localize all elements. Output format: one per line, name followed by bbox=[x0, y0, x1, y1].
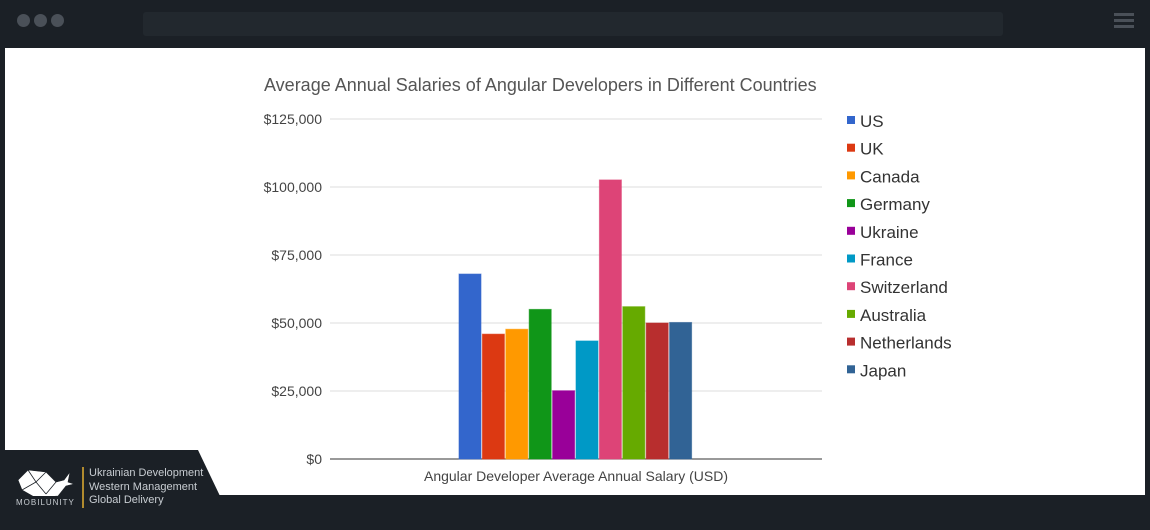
legend-label: UK bbox=[860, 140, 884, 159]
y-tick-label: $75,000 bbox=[271, 247, 322, 263]
bar-canada[interactable] bbox=[505, 328, 529, 460]
legend-label: France bbox=[860, 251, 913, 270]
y-tick-label: $100,000 bbox=[264, 179, 323, 195]
legend-label: Canada bbox=[860, 167, 920, 186]
window-maximize-button[interactable] bbox=[51, 14, 64, 27]
bar-ukraine[interactable] bbox=[552, 390, 576, 460]
brand-name: MOBILUNITY bbox=[16, 498, 75, 507]
legend-label: Japan bbox=[860, 361, 906, 380]
chart-title: Average Annual Salaries of Angular Devel… bbox=[264, 75, 817, 95]
legend-label: Switzerland bbox=[860, 278, 948, 297]
legend-label: Germany bbox=[860, 195, 930, 214]
window-minimize-button[interactable] bbox=[34, 14, 47, 27]
legend-swatch bbox=[847, 143, 855, 152]
legend-label: Australia bbox=[860, 306, 927, 325]
address-bar[interactable] bbox=[143, 12, 1003, 36]
bar-germany[interactable] bbox=[528, 308, 552, 460]
legend-swatch bbox=[847, 171, 855, 180]
legend-swatch bbox=[847, 226, 855, 235]
legend-swatch bbox=[847, 254, 855, 263]
legend-label: Netherlands bbox=[860, 334, 952, 353]
legend-label: US bbox=[860, 112, 884, 131]
mobilunity-logo-banner bbox=[0, 450, 220, 496]
bar-australia[interactable] bbox=[622, 306, 646, 460]
whale-logo-icon bbox=[17, 469, 76, 496]
y-tick-label: $125,000 bbox=[264, 111, 323, 127]
bar-netherlands[interactable] bbox=[645, 322, 669, 460]
legend-swatch bbox=[847, 116, 855, 124]
tagline-line: Western Management bbox=[89, 480, 198, 493]
legend-label: Ukraine bbox=[860, 223, 919, 242]
x-axis-label: Angular Developer Average Annual Salary … bbox=[424, 468, 728, 484]
hamburger-menu-icon[interactable] bbox=[1114, 13, 1134, 29]
bar-japan[interactable] bbox=[669, 321, 693, 460]
bar-us[interactable] bbox=[458, 273, 482, 460]
window-close-button[interactable] bbox=[17, 14, 30, 27]
bar-uk[interactable] bbox=[481, 333, 505, 460]
y-tick-label: $0 bbox=[306, 451, 322, 467]
legend-swatch bbox=[847, 282, 855, 291]
window-titlebar bbox=[0, 0, 1150, 47]
y-tick-label: $50,000 bbox=[271, 315, 322, 331]
y-tick-label: $25,000 bbox=[271, 383, 322, 399]
legend-swatch bbox=[847, 337, 855, 346]
bar-france[interactable] bbox=[575, 340, 599, 460]
tagline: Ukrainian Development Western Management… bbox=[82, 467, 203, 508]
legend-swatch bbox=[847, 199, 855, 208]
legend-swatch bbox=[847, 365, 855, 374]
legend-swatch bbox=[847, 309, 855, 318]
bar-switzerland[interactable] bbox=[598, 179, 622, 460]
tagline-line: Ukrainian Development bbox=[89, 467, 204, 479]
tagline-line: Global Delivery bbox=[89, 494, 164, 506]
